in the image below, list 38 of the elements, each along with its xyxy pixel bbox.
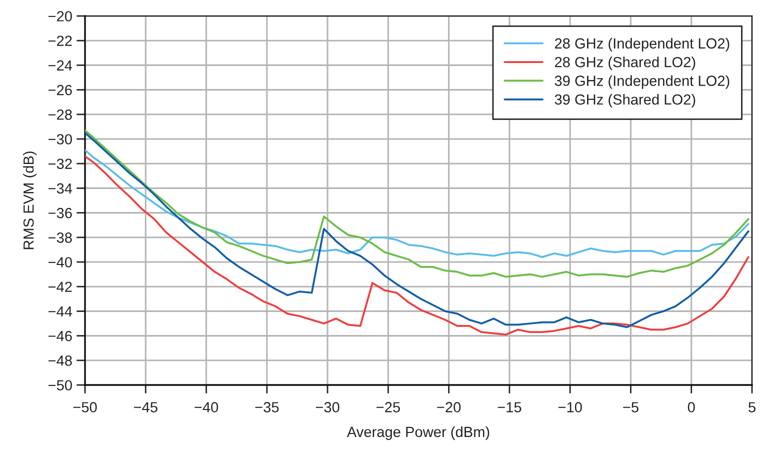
legend-label: 39 GHz (Independent LO2) — [554, 75, 730, 89]
line-series — [85, 155, 750, 336]
y-axis-title: RMS EVM (dB) — [23, 152, 37, 250]
y-tick-label: −26 — [48, 84, 72, 96]
y-tick-label: −38 — [48, 232, 72, 243]
y-tick-label: −28 — [48, 110, 72, 120]
y-tick-label: −40 — [48, 257, 72, 268]
x-tick-label: −45 — [134, 402, 158, 412]
y-tick-label: −48 — [48, 356, 72, 366]
x-tick-label: 0 — [688, 402, 695, 412]
y-tick-label: −22 — [48, 36, 72, 46]
x-tick-label: 5 — [748, 402, 756, 412]
y-tick-label: −30 — [48, 134, 72, 144]
y-tick-label: −50 — [48, 380, 72, 390]
x-tick-label: −5 — [623, 402, 638, 412]
line-series — [85, 149, 750, 258]
y-tick-label: −20 — [48, 11, 72, 22]
legend-label: 28 GHz (Independent LO2) — [554, 38, 730, 52]
x-tick-label: −15 — [498, 402, 522, 412]
x-tick-label: −35 — [255, 402, 279, 412]
x-tick-label: −30 — [316, 402, 340, 412]
y-tick-label: −42 — [48, 282, 72, 292]
x-tick-label: −40 — [194, 402, 218, 412]
x-axis-title: Average Power (dBm) — [346, 426, 490, 440]
y-tick-label: −24 — [48, 60, 72, 70]
line-series — [85, 129, 750, 278]
y-tick-label: −36 — [48, 208, 72, 218]
y-tick-label: −32 — [48, 158, 72, 170]
legend-label: 39 GHz (Shared LO2) — [554, 94, 696, 108]
x-tick-label: −25 — [376, 402, 400, 412]
y-tick-label: −44 — [48, 306, 72, 316]
x-tick-label: −10 — [558, 402, 582, 412]
x-tick-label: −20 — [437, 402, 461, 412]
x-tick-label: −50 — [73, 402, 97, 412]
y-tick-label: −34 — [48, 183, 72, 194]
line-series — [85, 132, 750, 328]
legend-label: 28 GHz (Shared LO2) — [554, 56, 696, 70]
y-tick-label: −46 — [48, 330, 72, 342]
